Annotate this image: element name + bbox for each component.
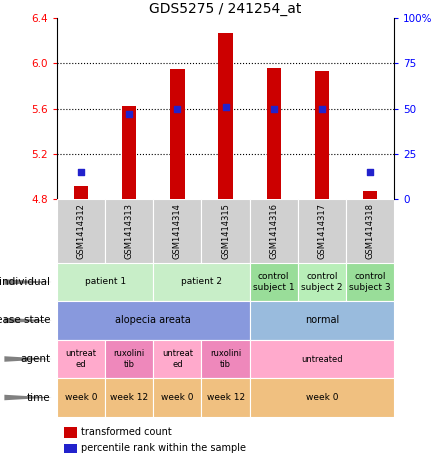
Bar — [346, 263, 394, 301]
Bar — [201, 340, 250, 378]
Text: GSM1414316: GSM1414316 — [269, 203, 278, 259]
Text: GSM1414315: GSM1414315 — [221, 203, 230, 259]
Bar — [153, 199, 201, 263]
Point — [126, 111, 133, 118]
Text: alopecia areata: alopecia areata — [116, 315, 191, 326]
Text: control
subject 1: control subject 1 — [253, 272, 295, 292]
Bar — [105, 378, 153, 417]
Point — [78, 169, 85, 176]
Text: ruxolini
tib: ruxolini tib — [210, 349, 241, 369]
Bar — [218, 33, 233, 199]
Bar — [122, 106, 137, 199]
Bar — [250, 199, 298, 263]
Text: week 0: week 0 — [161, 393, 194, 402]
Text: GSM1414312: GSM1414312 — [77, 203, 85, 259]
Bar — [298, 199, 346, 263]
Polygon shape — [4, 395, 52, 400]
Text: week 0: week 0 — [65, 393, 97, 402]
Bar — [201, 199, 250, 263]
Text: patient 2: patient 2 — [181, 278, 222, 286]
Text: GSM1414317: GSM1414317 — [318, 203, 326, 259]
Text: agent: agent — [20, 354, 50, 364]
Bar — [170, 69, 184, 199]
Text: time: time — [27, 392, 50, 403]
Text: individual: individual — [0, 277, 50, 287]
Bar — [250, 301, 394, 340]
Text: untreated: untreated — [301, 355, 343, 363]
Text: untreat
ed: untreat ed — [162, 349, 193, 369]
Polygon shape — [4, 318, 52, 323]
Bar — [201, 378, 250, 417]
Text: week 12: week 12 — [110, 393, 148, 402]
Bar — [298, 263, 346, 301]
Bar — [250, 263, 298, 301]
Polygon shape — [4, 279, 52, 285]
Text: control
subject 2: control subject 2 — [301, 272, 343, 292]
Text: untreat
ed: untreat ed — [66, 349, 96, 369]
Bar — [57, 199, 105, 263]
Text: GSM1414318: GSM1414318 — [366, 203, 374, 259]
Bar — [250, 340, 394, 378]
Text: control
subject 3: control subject 3 — [349, 272, 391, 292]
Bar — [105, 199, 153, 263]
Text: ruxolini
tib: ruxolini tib — [113, 349, 145, 369]
Bar — [153, 340, 201, 378]
Bar — [153, 263, 250, 301]
Bar — [250, 378, 394, 417]
Text: disease state: disease state — [0, 315, 50, 326]
Bar — [266, 68, 281, 199]
Bar — [105, 340, 153, 378]
Point — [270, 105, 277, 112]
Point — [222, 103, 229, 111]
Text: transformed count: transformed count — [81, 427, 171, 437]
Title: GDS5275 / 241254_at: GDS5275 / 241254_at — [149, 2, 302, 16]
Text: week 0: week 0 — [306, 393, 338, 402]
Text: GSM1414313: GSM1414313 — [125, 203, 134, 259]
Text: percentile rank within the sample: percentile rank within the sample — [81, 443, 246, 453]
Bar — [346, 199, 394, 263]
Bar — [64, 428, 77, 438]
Text: GSM1414314: GSM1414314 — [173, 203, 182, 259]
Point — [174, 105, 181, 112]
Bar — [314, 72, 329, 199]
Bar — [57, 301, 250, 340]
Bar — [57, 263, 153, 301]
Polygon shape — [4, 356, 52, 362]
Bar — [74, 186, 88, 199]
Text: normal: normal — [305, 315, 339, 326]
Bar — [57, 378, 105, 417]
Bar — [57, 340, 105, 378]
Point — [318, 105, 325, 112]
Bar — [153, 378, 201, 417]
Bar — [64, 444, 77, 453]
Point — [367, 169, 374, 176]
Bar — [363, 191, 377, 199]
Text: patient 1: patient 1 — [85, 278, 126, 286]
Text: week 12: week 12 — [206, 393, 245, 402]
